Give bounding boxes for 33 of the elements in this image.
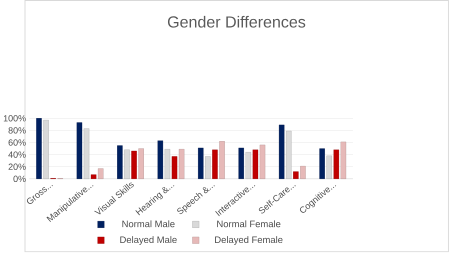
bar <box>172 156 178 180</box>
bar <box>36 118 42 180</box>
y-tick-label: 40% <box>8 152 26 158</box>
bar <box>138 148 144 180</box>
legend-label: Delayed Male <box>120 236 177 246</box>
bar <box>98 168 104 180</box>
bar <box>334 150 340 180</box>
bar <box>90 174 96 180</box>
bar <box>198 148 204 180</box>
y-tick-label: 100% <box>4 115 26 122</box>
y-tick-label: 80% <box>8 127 26 134</box>
bar <box>340 142 346 180</box>
bar <box>212 150 218 180</box>
bar <box>278 125 284 180</box>
bar <box>76 122 82 180</box>
bar <box>117 146 123 180</box>
bar <box>252 150 258 180</box>
chart-title: Gender Differences <box>168 16 306 28</box>
bar <box>319 148 325 180</box>
bar <box>300 166 306 180</box>
bar <box>260 145 266 180</box>
bar <box>293 172 299 180</box>
bar <box>158 140 164 180</box>
y-tick-label: 0% <box>13 176 26 182</box>
legend-label: Delayed Female <box>215 236 283 246</box>
bar <box>131 151 137 180</box>
y-tick-label: 60% <box>8 140 26 146</box>
legend-label: Normal Male <box>122 220 175 228</box>
bar <box>178 149 184 180</box>
bar <box>219 141 225 180</box>
y-tick-label: 20% <box>8 164 26 170</box>
bar <box>238 148 244 180</box>
legend-label: Normal Female <box>217 220 280 228</box>
